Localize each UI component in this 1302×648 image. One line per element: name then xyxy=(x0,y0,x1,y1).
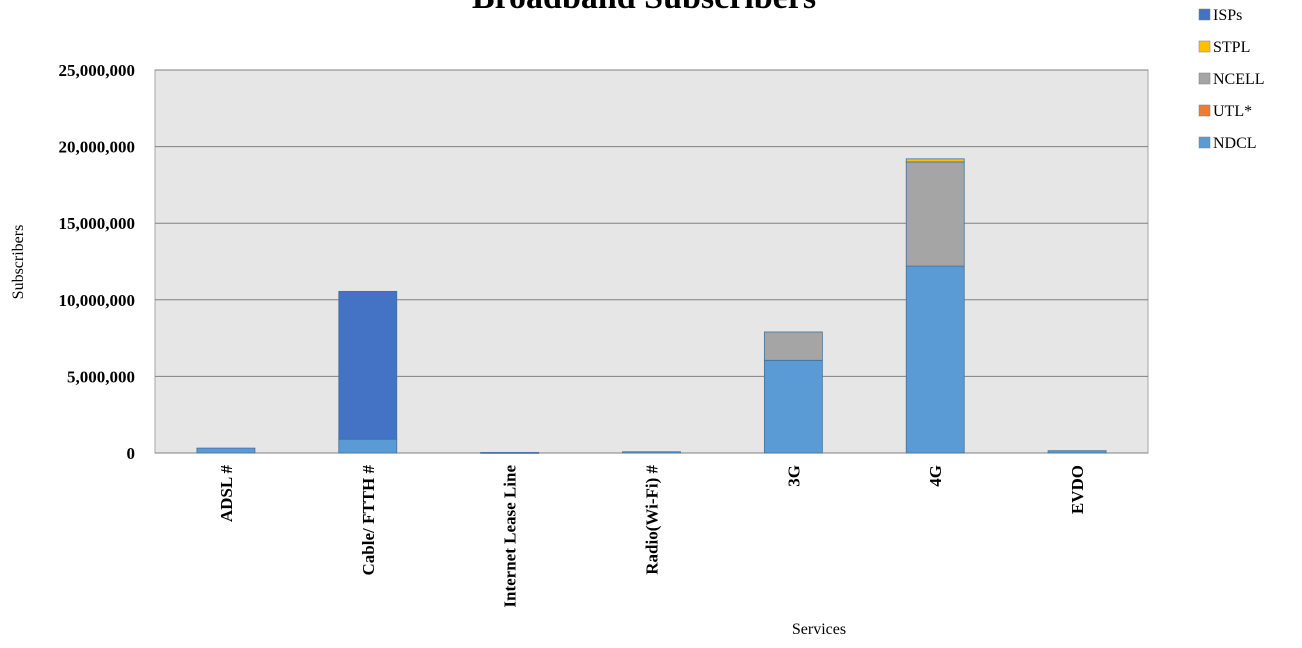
legend: ISPs STPL NCELL UTL* NDCL xyxy=(1198,7,1265,152)
bar-segment xyxy=(905,265,965,454)
x-tick-label: Cable/ FTTH # xyxy=(359,465,378,576)
x-tick-label: 4G xyxy=(926,465,945,487)
chart-title: Broadband Subscribers xyxy=(472,0,816,16)
legend-swatch xyxy=(1198,72,1211,85)
gridlines xyxy=(155,69,1148,454)
bar-segment xyxy=(763,359,823,454)
y-tick-label: 25,000,000 xyxy=(59,61,136,80)
x-axis-label: Services xyxy=(792,621,846,638)
y-tick-label: 10,000,000 xyxy=(59,291,136,310)
legend-label: STPL xyxy=(1213,39,1250,56)
plot-background xyxy=(154,69,1149,454)
y-tick-label: 15,000,000 xyxy=(59,214,136,233)
bar-segment xyxy=(622,451,681,454)
x-tick-label: EVDO xyxy=(1068,465,1087,514)
y-tick-label: 5,000,000 xyxy=(67,367,135,386)
legend-label: NCELL xyxy=(1213,71,1265,88)
bar-segment xyxy=(1047,450,1107,454)
legend-swatch xyxy=(1198,8,1211,21)
y-axis-label: Subscribers xyxy=(10,225,27,300)
x-tick-label: 3G xyxy=(784,465,803,487)
bar-segment xyxy=(905,158,965,163)
plot-area xyxy=(154,69,1149,454)
bars xyxy=(196,158,1107,454)
legend-label: UTL* xyxy=(1213,103,1252,120)
bar-segment xyxy=(338,438,398,454)
legend-swatch xyxy=(1198,40,1211,53)
legend-swatch xyxy=(1198,104,1211,117)
bar-segment xyxy=(763,331,823,361)
y-axis-ticks: 0 5,000,000 10,000,000 15,000,000 20,000,000… xyxy=(59,61,136,463)
legend-label: ISPs xyxy=(1213,7,1242,24)
bar-segment xyxy=(480,451,540,454)
bar-segment xyxy=(905,161,965,267)
x-tick-label: ADSL # xyxy=(217,465,236,523)
x-tick-label: Radio(Wi-Fi) # xyxy=(643,465,662,575)
legend-swatch xyxy=(1198,136,1211,149)
legend-label: NDCL xyxy=(1213,135,1257,152)
x-tick-label: Internet Lease Line xyxy=(501,465,520,608)
bar-segment xyxy=(338,290,398,440)
bar-segment xyxy=(196,447,256,454)
x-axis-ticks: ADSL # Cable/ FTTH # Internet Lease Line Ra… xyxy=(217,465,1087,608)
y-tick-label: 0 xyxy=(127,444,136,463)
y-tick-label: 20,000,000 xyxy=(59,138,136,157)
